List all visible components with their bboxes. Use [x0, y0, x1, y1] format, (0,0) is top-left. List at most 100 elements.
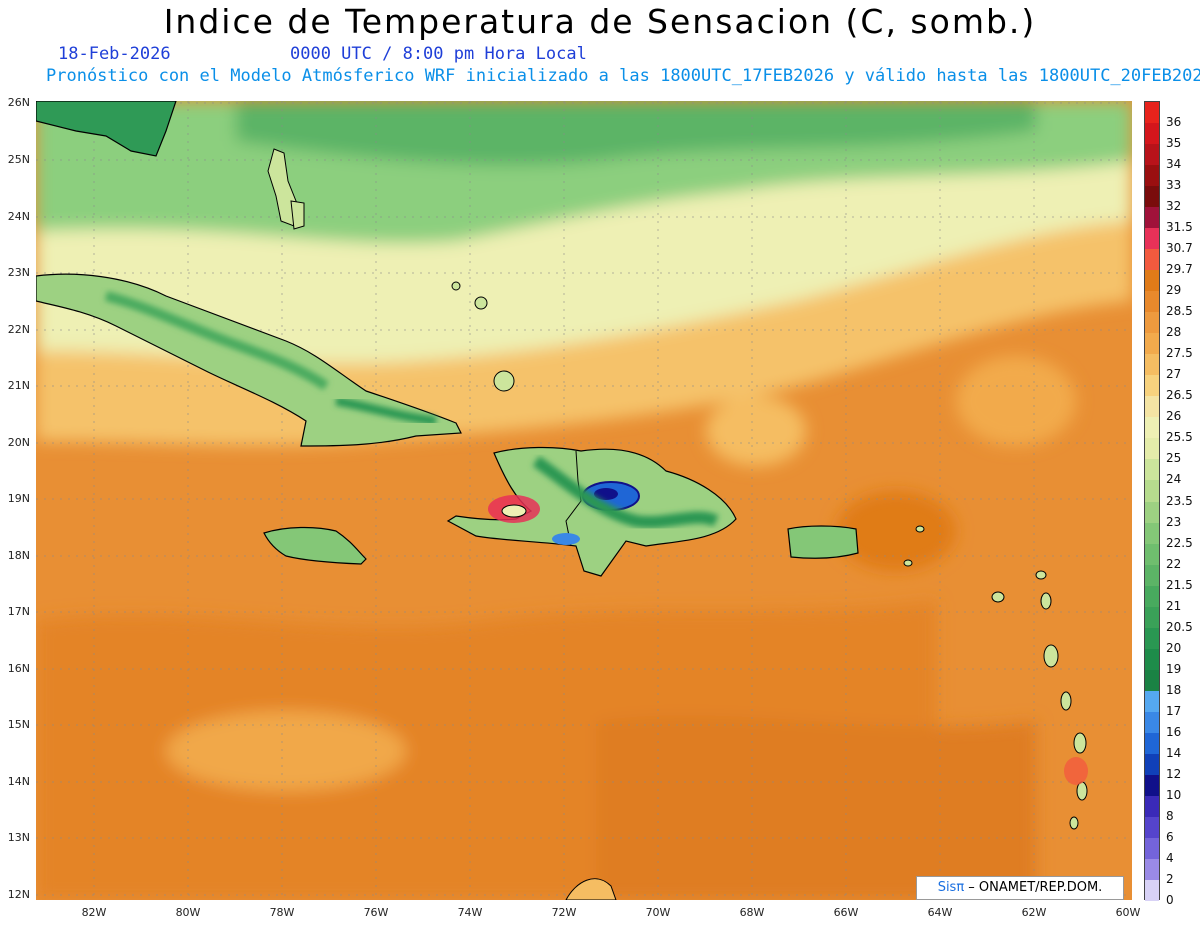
- colorbar-label: 6: [1166, 829, 1174, 844]
- credit-sis: Sisπ: [937, 880, 965, 895]
- map-title: Indice de Temperatura de Sensacion (C, s…: [163, 2, 1037, 41]
- colorbar-swatch: [1145, 648, 1159, 671]
- colorbar-swatch: [1145, 417, 1159, 439]
- colorbar-swatch: [1145, 606, 1159, 629]
- colorbar-label: 17: [1166, 703, 1182, 718]
- colorbar-swatch: [1145, 102, 1159, 124]
- colorbar-label: 35: [1166, 136, 1182, 151]
- colorbar-swatch: [1145, 711, 1159, 734]
- colorbar-label: 22.5: [1166, 535, 1193, 550]
- colorbar-swatch: [1145, 312, 1159, 334]
- colorbar-label: 21.5: [1166, 577, 1193, 592]
- colorbar-label: 21: [1166, 598, 1182, 613]
- lat-tick: 16N: [7, 662, 30, 675]
- colorbar-label: 28: [1166, 325, 1182, 340]
- colorbar-label: 27: [1166, 367, 1182, 382]
- colorbar-swatch: [1145, 564, 1159, 587]
- lat-tick: 17N: [7, 605, 30, 618]
- colorbar-label: 33: [1166, 178, 1182, 193]
- colorbar-swatch: [1145, 165, 1159, 187]
- forecast-date: 18-Feb-2026: [58, 44, 171, 64]
- lat-tick: 14N: [7, 775, 30, 788]
- colorbar-swatch: [1145, 144, 1159, 166]
- colorbar-swatch: [1145, 396, 1159, 418]
- colorbar-label: 14: [1166, 745, 1182, 760]
- credit-box: Sisπ – ONAMET/REP.DOM.: [916, 876, 1124, 900]
- lon-tick: 82W: [81, 906, 107, 919]
- colorbar-swatch: [1145, 795, 1159, 818]
- hispaniola-landmass: [446, 446, 737, 577]
- colorbar-label: 32: [1166, 199, 1182, 214]
- colorbar-swatch: [1145, 522, 1159, 545]
- colorbar-label: 20: [1166, 640, 1182, 655]
- colorbar-swatch: [1145, 480, 1159, 502]
- lon-tick: 66W: [833, 906, 859, 919]
- colorbar-swatch: [1145, 774, 1159, 797]
- colorbar-label: 24: [1166, 472, 1182, 487]
- colorbar-swatch: [1145, 459, 1159, 481]
- colorbar-swatch: [1145, 543, 1159, 566]
- lat-tick: 26N: [7, 96, 30, 109]
- lat-tick: 18N: [7, 549, 30, 562]
- colorbar-swatch: [1145, 816, 1159, 839]
- colorbar-label: 23.5: [1166, 493, 1193, 508]
- lon-tick: 70W: [645, 906, 671, 919]
- colorbar-swatch: [1145, 207, 1159, 229]
- colorbar-label: 20.5: [1166, 619, 1193, 634]
- colorbar-label: 8: [1166, 808, 1174, 823]
- colorbar-swatch: [1145, 270, 1159, 292]
- colorbar-swatch: [1145, 375, 1159, 397]
- lon-tick: 80W: [175, 906, 201, 919]
- lat-tick: 13N: [7, 831, 30, 844]
- colorbar-label: 23: [1166, 514, 1182, 529]
- colorbar-label: 28.5: [1166, 304, 1193, 319]
- lon-tick: 64W: [927, 906, 953, 919]
- colorbar-swatch: [1145, 291, 1159, 313]
- colorbar-label: 36: [1166, 115, 1182, 130]
- colorbar-label: 27.5: [1166, 346, 1193, 361]
- colorbar-label: 4: [1166, 850, 1174, 865]
- lat-tick: 22N: [7, 323, 30, 336]
- colorbar-label: 26: [1166, 409, 1182, 424]
- colorbar-swatch: [1145, 690, 1159, 713]
- colorbar-label: 30.7: [1166, 241, 1193, 256]
- lon-tick: 78W: [269, 906, 295, 919]
- colorbar-swatch: [1145, 858, 1159, 881]
- colorbar-swatch: [1145, 627, 1159, 650]
- model-info: Pronóstico con el Modelo Atmósferico WRF…: [46, 66, 1200, 86]
- colorbar-swatch: [1145, 879, 1159, 902]
- colorbar-label: 10: [1166, 787, 1182, 802]
- colorbar-swatch: [1145, 249, 1159, 271]
- colorbar-label: 19: [1166, 661, 1182, 676]
- lat-tick: 21N: [7, 379, 30, 392]
- colorbar-label: 29.7: [1166, 262, 1193, 277]
- colorbar-swatch: [1145, 732, 1159, 755]
- colorbar-swatch: [1145, 354, 1159, 376]
- lon-tick: 74W: [457, 906, 483, 919]
- colorbar-swatch: [1145, 123, 1159, 145]
- colorbar-label: 0: [1166, 893, 1174, 907]
- colorbar-label: 2: [1166, 871, 1174, 886]
- colorbar-label: 29: [1166, 283, 1182, 298]
- colorbar: [1144, 101, 1160, 902]
- lon-tick: 62W: [1021, 906, 1047, 919]
- colorbar-swatch: [1145, 438, 1159, 460]
- colorbar-label: 18: [1166, 682, 1182, 697]
- lat-tick: 20N: [7, 436, 30, 449]
- puerto-rico-landmass: [787, 525, 859, 559]
- colorbar-label: 31.5: [1166, 220, 1193, 235]
- cuba-landmass: [36, 273, 462, 447]
- colorbar-label: 25.5: [1166, 430, 1193, 445]
- colorbar-label: 22: [1166, 556, 1182, 571]
- lat-tick: 12N: [7, 888, 30, 901]
- lon-tick: 60W: [1115, 906, 1141, 919]
- colorbar-swatch: [1145, 186, 1159, 208]
- lat-tick: 25N: [7, 153, 30, 166]
- colorbar-swatch: [1145, 501, 1159, 524]
- colorbar-label: 34: [1166, 157, 1182, 172]
- colorbar-swatch: [1145, 669, 1159, 692]
- colorbar-swatch: [1145, 837, 1159, 860]
- credit-onamet: – ONAMET/REP.DOM.: [964, 880, 1103, 895]
- lon-tick: 72W: [551, 906, 577, 919]
- lat-tick: 19N: [7, 492, 30, 505]
